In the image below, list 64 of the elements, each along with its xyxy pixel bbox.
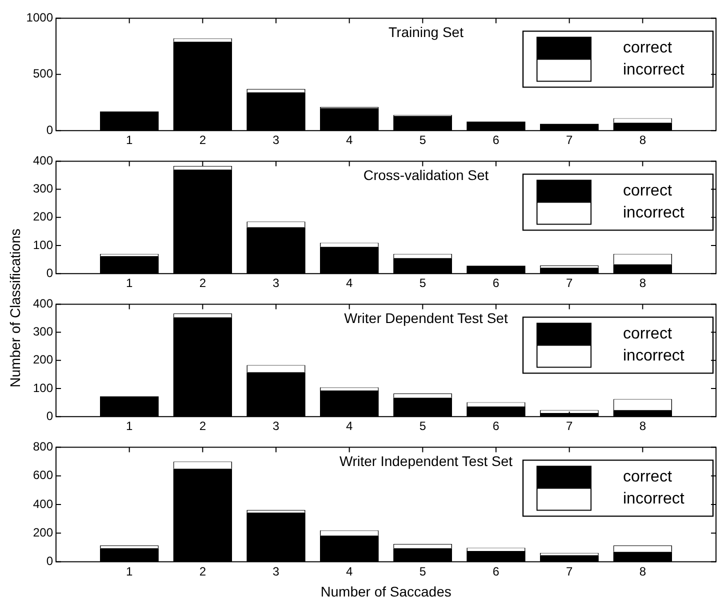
chart-title: Writer Independent Test Set [339,453,513,470]
legend-label: incorrect [623,490,685,508]
x-axis-title: Number of Saccades [320,583,452,600]
x-tick-label: 5 [419,564,426,578]
y-tick-label: 0 [46,122,54,137]
x-tick-label: 6 [492,419,500,434]
x-tick-label: 7 [566,419,573,434]
x-tick-label: 3 [272,419,280,434]
y-tick-label: 100 [32,380,54,395]
x-tick-label: 5 [419,419,426,434]
x-tick-label: 3 [272,564,280,578]
y-tick-label: 100 [32,238,54,252]
x-tick-label: 4 [346,419,353,434]
y-tick-label: 600 [32,468,54,482]
x-tick-label: 7 [566,276,573,290]
y-tick-label: 1000 [26,10,54,25]
y-tick-label: 200 [32,352,54,367]
x-tick-label: 2 [199,564,206,578]
x-tick-label: 8 [639,276,646,290]
y-tick-label: 300 [32,324,54,339]
chart-title: Cross-validation Set [363,167,489,184]
x-tick-label: 6 [492,276,500,290]
x-tick-label: 3 [272,276,280,290]
x-tick-label: 2 [199,133,206,148]
x-tick-label: 2 [199,419,206,434]
x-tick-label: 1 [126,419,133,434]
y-tick-label: 300 [32,182,54,196]
x-tick-label: 4 [346,276,353,290]
y-tick-label: 0 [46,554,54,568]
legend-label: correct [623,182,672,200]
x-tick-label: 1 [126,564,133,578]
y-tick-label: 800 [32,440,54,454]
legend-label: incorrect [623,204,685,222]
legend-label: correct [623,468,672,486]
legend-label: correct [623,40,672,57]
x-tick-label: 8 [639,564,646,578]
y-tick-label: 400 [32,296,54,311]
x-tick-label: 4 [346,564,353,578]
y-tick-label: 200 [32,210,54,224]
x-tick-label: 5 [419,133,426,148]
x-tick-label: 8 [639,419,646,434]
x-tick-label: 4 [346,133,353,148]
x-tick-label: 1 [126,133,133,148]
y-tick-label: 400 [32,154,54,168]
y-tick-label: 400 [32,496,54,511]
chart-title: Writer Dependent Test Set [344,310,508,326]
legend-label: incorrect [623,62,685,79]
x-tick-label: 8 [639,133,646,148]
chart-title: Training Set [388,24,464,40]
x-tick-label: 6 [492,564,500,578]
x-tick-label: 5 [419,276,426,290]
y-tick-label: 500 [32,66,54,81]
x-tick-label: 2 [199,276,206,290]
legend-label: incorrect [623,348,685,365]
y-axis-title: Number of Classifications [7,228,23,388]
y-tick-label: 0 [46,266,54,280]
y-tick-label: 200 [32,525,54,540]
y-tick-label: 0 [46,408,54,423]
x-tick-label: 7 [566,133,573,148]
x-tick-label: 3 [272,133,280,148]
x-tick-label: 7 [566,564,573,578]
x-tick-label: 1 [126,276,133,290]
x-tick-label: 6 [492,133,500,148]
legend-label: correct [623,326,672,343]
